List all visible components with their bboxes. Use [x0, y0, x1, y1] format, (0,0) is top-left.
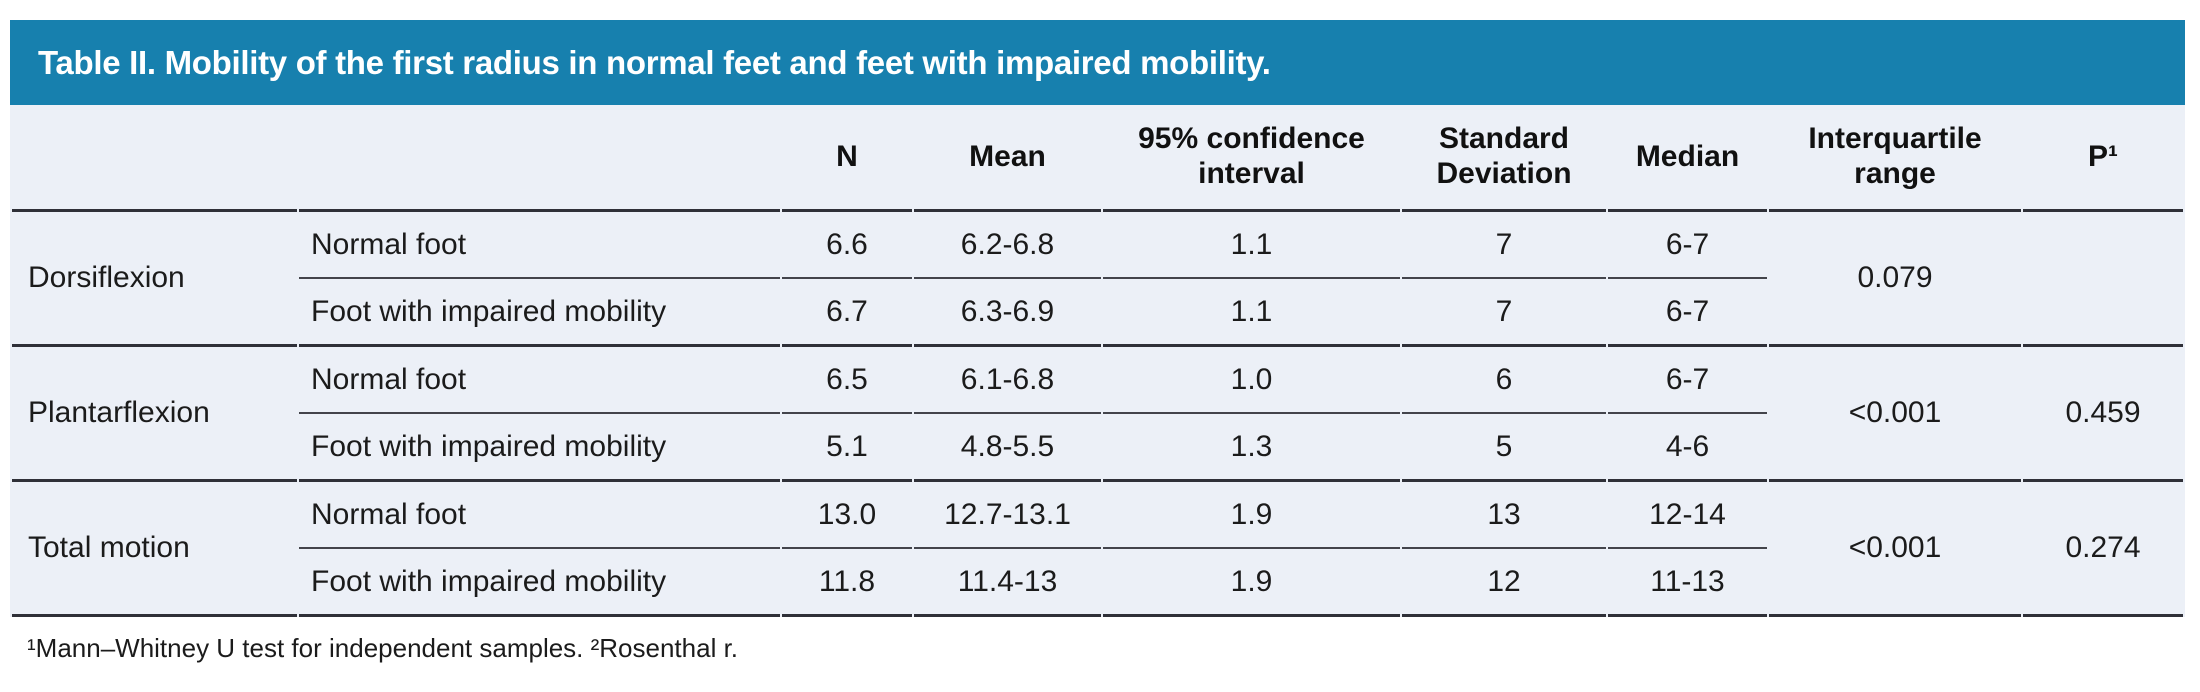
- cell-value: 6: [1402, 347, 1606, 414]
- cell-value: 1.1: [1103, 279, 1400, 347]
- cell-condition: Foot with impaired mobility: [299, 279, 780, 347]
- table-title-bar: Table II. Mobility of the first radius i…: [10, 20, 2185, 105]
- header-empty-2: [299, 105, 780, 212]
- header-n: N: [782, 105, 912, 212]
- cell-value: 4-6: [1608, 414, 1767, 482]
- cell-value: 4.8-5.5: [914, 414, 1101, 482]
- cell-condition: Foot with impaired mobility: [299, 549, 780, 617]
- cell-value: 11.4-13: [914, 549, 1101, 617]
- cell-value: 1.3: [1103, 414, 1400, 482]
- cell-p: [2023, 212, 2183, 347]
- cell-value: 12-14: [1608, 482, 1767, 549]
- table-row: Foot with impaired mobility 5.1 4.8-5.5 …: [12, 414, 2183, 482]
- cell-condition: Normal foot: [299, 482, 780, 549]
- table-row: Total motion Normal foot 13.0 12.7-13.1 …: [12, 482, 2183, 617]
- stats-table: N Mean 95% confidence interval Standard …: [10, 105, 2185, 617]
- header-median: Median: [1608, 105, 1767, 212]
- cell-value: 13: [1402, 482, 1606, 549]
- cell-interquartile: <0.001: [1769, 347, 2021, 482]
- cell-value: 1.0: [1103, 347, 1400, 414]
- cell-value: 6.1-6.8: [914, 347, 1101, 414]
- table-row: Plantarflexion Normal foot 6.5 6.1-6.8 1…: [12, 347, 2183, 482]
- cell-value: 1.9: [1103, 482, 1400, 549]
- cell-value: 6.6: [782, 212, 912, 279]
- header-sd: Standard Deviation: [1402, 105, 1606, 212]
- row-group-label: Plantarflexion: [12, 347, 297, 482]
- cell-value: 1.9: [1103, 549, 1400, 617]
- cell-value: 1.1: [1103, 212, 1400, 279]
- cell-value: 12.7-13.1: [914, 482, 1101, 549]
- cell-value: 5.1: [782, 414, 912, 482]
- cell-value: 11-13: [1608, 549, 1767, 617]
- cell-value: 11.8: [782, 549, 912, 617]
- cell-value: 7: [1402, 279, 1606, 347]
- cell-interquartile: 0.079: [1769, 212, 2021, 347]
- table-row: Foot with impaired mobility 6.7 6.3-6.9 …: [12, 279, 2183, 347]
- table-title: Table II. Mobility of the first radius i…: [38, 44, 1271, 81]
- table-row: Dorsiflexion Normal foot 6.6 6.2-6.8 1.1…: [12, 212, 2183, 347]
- header-ci: 95% confidence interval: [1103, 105, 1400, 212]
- cell-condition: Normal foot: [299, 347, 780, 414]
- cell-value: 6.7: [782, 279, 912, 347]
- cell-value: 12: [1402, 549, 1606, 617]
- cell-value: 6-7: [1608, 279, 1767, 347]
- table-row: Foot with impaired mobility 11.8 11.4-13…: [12, 549, 2183, 617]
- table-footnote: ¹Mann–Whitney U test for independent sam…: [10, 633, 2185, 664]
- header-row: N Mean 95% confidence interval Standard …: [12, 105, 2183, 212]
- cell-value: 13.0: [782, 482, 912, 549]
- table-container: Table II. Mobility of the first radius i…: [10, 20, 2185, 664]
- cell-value: 6-7: [1608, 347, 1767, 414]
- header-p: P¹: [2023, 105, 2183, 212]
- cell-value: 6.3-6.9: [914, 279, 1101, 347]
- cell-interquartile: <0.001: [1769, 482, 2021, 617]
- cell-condition: Normal foot: [299, 212, 780, 279]
- cell-p: 0.274: [2023, 482, 2183, 617]
- cell-condition: Foot with impaired mobility: [299, 414, 780, 482]
- header-interquartile: Interquartile range: [1769, 105, 2021, 212]
- cell-value: 6.5: [782, 347, 912, 414]
- cell-value: 6.2-6.8: [914, 212, 1101, 279]
- cell-p: 0.459: [2023, 347, 2183, 482]
- row-group-label: Total motion: [12, 482, 297, 617]
- cell-value: 7: [1402, 212, 1606, 279]
- cell-value: 6-7: [1608, 212, 1767, 279]
- cell-value: 5: [1402, 414, 1606, 482]
- row-group-label: Dorsiflexion: [12, 212, 297, 347]
- header-empty-1: [12, 105, 297, 212]
- header-mean: Mean: [914, 105, 1101, 212]
